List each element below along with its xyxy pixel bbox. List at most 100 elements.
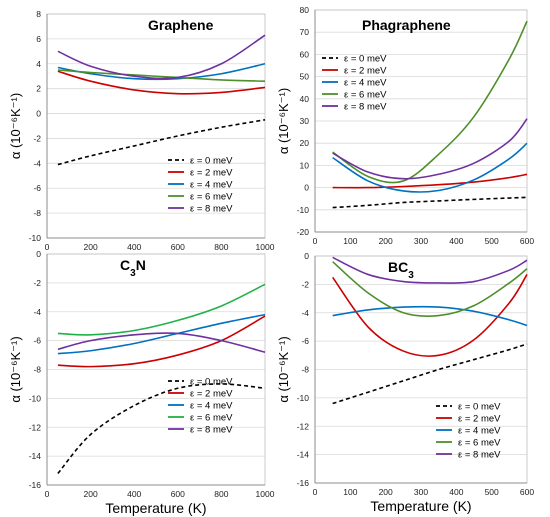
series-line-1 <box>57 383 266 474</box>
legend-label: ε = 4 meV <box>190 180 233 191</box>
series-line-3 <box>332 142 528 193</box>
chart-panel-1: -10 -8 -6 -4 -2 0 2 4 6 8 0 200 400 600 800 1000 α (10⁻⁶… <box>8 9 275 252</box>
chart-panel-4: -16 -14 -12 -10 -8 -6 -4 -2 0 0 100 200 300 400 500 600… <box>276 251 534 514</box>
series-line-5 <box>57 34 266 80</box>
x-tick-label: 0 <box>313 487 318 497</box>
x-tick-label: 500 <box>485 236 499 246</box>
chart-title-part: C <box>120 257 130 273</box>
series-line-3 <box>332 305 528 327</box>
y-tick-label: -2 <box>33 278 41 288</box>
y-tick-label: -14 <box>297 450 310 460</box>
legend-label: ε = 6 meV <box>344 90 387 101</box>
series-line-4 <box>57 283 266 336</box>
x-axis-label: Temperature (K) <box>370 498 471 514</box>
y-tick-label: -4 <box>33 307 41 317</box>
y-tick-label: -2 <box>301 279 309 289</box>
y-tick-label: 60 <box>300 49 310 59</box>
x-tick-label: 600 <box>171 242 185 252</box>
x-tick-label: 300 <box>414 487 428 497</box>
y-tick-label: 4 <box>36 59 41 69</box>
y-tick-label: 8 <box>36 9 41 19</box>
x-tick-label: 0 <box>313 236 318 246</box>
series-line-4 <box>332 20 528 184</box>
series-line-1 <box>332 196 528 209</box>
legend-label: ε = 8 meV <box>458 450 501 461</box>
y-tick-label: -10 <box>297 205 310 215</box>
legend-label: ε = 0 meV <box>190 156 233 167</box>
y-tick-label: -10 <box>29 393 42 403</box>
series-line-5 <box>57 332 266 353</box>
x-tick-label: 1000 <box>256 242 275 252</box>
legend-label: ε = 8 meV <box>344 102 387 113</box>
chart-title-part: 3 <box>408 270 414 281</box>
x-tick-label: 600 <box>520 236 534 246</box>
chart-title-part: Phagraphene <box>362 17 451 33</box>
x-tick-label: 0 <box>45 242 50 252</box>
series-line-1 <box>332 343 528 405</box>
y-tick-label: 6 <box>36 34 41 44</box>
series-line-3 <box>57 62 266 81</box>
y-tick-label: -4 <box>33 158 41 168</box>
legend-label: ε = 2 meV <box>344 66 387 77</box>
y-axis-label: α (10⁻⁶K⁻¹) <box>276 88 291 154</box>
legend-label: ε = 6 meV <box>458 438 501 449</box>
legend-label: ε = 2 meV <box>190 168 233 179</box>
legend-label: ε = 6 meV <box>190 192 233 203</box>
x-tick-label: 400 <box>127 242 141 252</box>
y-axis-label: α (10⁻⁶K⁻¹) <box>8 336 23 402</box>
y-tick-label: -8 <box>301 365 309 375</box>
x-tick-label: 200 <box>379 487 393 497</box>
y-tick-label: 70 <box>300 27 310 37</box>
x-tick-label: 200 <box>84 489 98 499</box>
y-tick-label: -10 <box>297 393 310 403</box>
x-tick-label: 600 <box>520 487 534 497</box>
y-tick-label: 30 <box>300 116 310 126</box>
series-line-2 <box>57 315 266 368</box>
x-axis-label: Temperature (K) <box>105 500 206 516</box>
series-line-3 <box>57 313 266 355</box>
series-line-5 <box>332 256 528 284</box>
x-tick-label: 200 <box>84 242 98 252</box>
chart-title-part: Graphene <box>148 17 214 33</box>
legend-label: ε = 4 meV <box>458 426 501 437</box>
chart-panel-3: -16 -14 -12 -10 -8 -6 -4 -2 0 0 200 400 600 800 1000 α … <box>8 249 275 516</box>
y-tick-label: 80 <box>300 5 310 15</box>
y-tick-label: -20 <box>297 227 310 237</box>
series-line-2 <box>57 70 266 95</box>
y-tick-label: 10 <box>300 160 310 170</box>
y-tick-label: -16 <box>297 478 310 488</box>
x-tick-label: 200 <box>379 236 393 246</box>
y-tick-label: -10 <box>29 233 42 243</box>
x-tick-label: 600 <box>171 489 185 499</box>
x-tick-label: 100 <box>343 487 357 497</box>
x-tick-label: 0 <box>45 489 50 499</box>
chart-title-part: BC <box>388 259 408 275</box>
legend-label: ε = 0 meV <box>344 54 387 65</box>
series-line-4 <box>57 69 266 82</box>
y-tick-label: -12 <box>297 421 310 431</box>
legend-label: ε = 8 meV <box>190 204 233 215</box>
x-tick-label: 300 <box>414 236 428 246</box>
y-axis-label: α (10⁻⁶K⁻¹) <box>8 93 23 159</box>
y-tick-label: -6 <box>301 336 309 346</box>
x-tick-label: 400 <box>449 236 463 246</box>
legend-label: ε = 2 meV <box>458 414 501 425</box>
y-tick-label: 2 <box>36 84 41 94</box>
legend-label: ε = 8 meV <box>190 425 233 436</box>
y-tick-label: 0 <box>304 251 309 261</box>
chart-panel-2: -20 -10 0 10 20 30 40 50 60 70 80 0 100 200 300 400 500 6… <box>276 5 534 246</box>
legend-label: ε = 4 meV <box>190 401 233 412</box>
y-tick-label: -8 <box>33 365 41 375</box>
chart-title: C3N <box>120 257 146 279</box>
chart-title-part: 3 <box>130 268 136 279</box>
x-tick-label: 400 <box>127 489 141 499</box>
y-tick-label: -12 <box>29 422 42 432</box>
legend-label: ε = 0 meV <box>458 402 501 413</box>
legend-label: ε = 6 meV <box>190 413 233 424</box>
y-tick-label: 20 <box>300 138 310 148</box>
